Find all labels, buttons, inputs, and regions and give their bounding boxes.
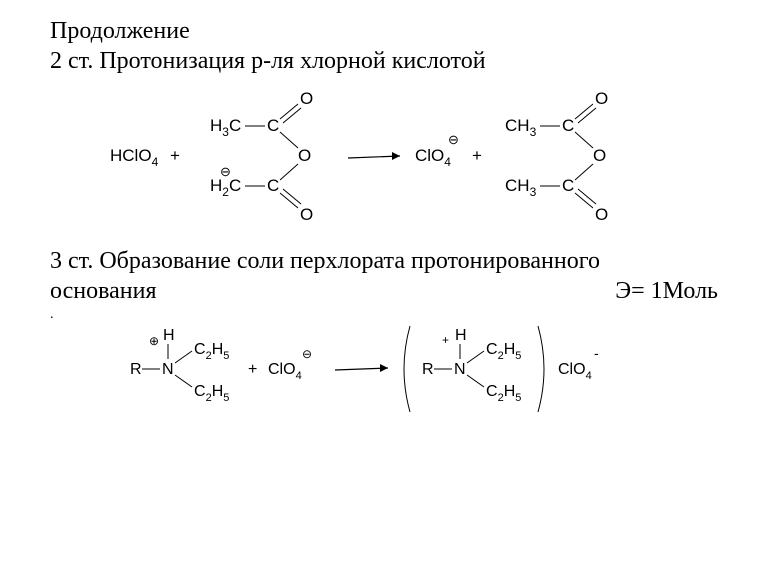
right-paren-icon [538, 326, 544, 412]
r1-anion-charge: ⊖ [220, 164, 231, 179]
r1-clo4: ClO4 [415, 146, 451, 169]
r2l-plus: + [248, 361, 257, 378]
r2l-clo4-charge: ⊖ [302, 347, 312, 361]
r2r-clo4: ClO4 [558, 361, 592, 382]
r1-plus-left: + [170, 146, 180, 165]
r1r-bot-ch3: CH3 [505, 176, 537, 199]
r2l-c2h5-top: C2H5 [194, 341, 229, 362]
r1-top-carbonyl-c: C [267, 116, 279, 135]
r1-bridge-o: O [298, 146, 311, 165]
r1r-bot-eq-o: O [595, 205, 608, 224]
r2r-plus-charge: + [442, 333, 449, 347]
step3-line2-left: основания [50, 276, 157, 306]
r2r-c2h5-top: C2H5 [486, 341, 521, 362]
r1-bot-carbonyl-c: C [267, 176, 279, 195]
page: Продолжение 2 ст. Протонизация р-ля хлор… [0, 0, 768, 576]
arrow-icon [392, 152, 400, 160]
r1r-bridge-o: O [593, 146, 606, 165]
r1-top-eq-o: O [300, 89, 313, 108]
r2r-R: R [422, 361, 434, 378]
r1r-top-ch3: CH3 [505, 116, 537, 139]
r2r-clo4-charge: - [594, 345, 599, 361]
r1-bot-eq-o: O [300, 205, 313, 224]
r2r-H: H [455, 327, 467, 344]
r2r-N: N [454, 361, 466, 378]
r1-bot-h2c: H2C [210, 176, 241, 199]
r1-plus-right: + [472, 146, 482, 165]
r2l-N: N [162, 361, 174, 378]
r2l-R: R [130, 361, 142, 378]
heading-line2: 2 ст. Протонизация р-ля хлорной кислотой [50, 46, 718, 76]
step3-block: 3 ст. Образование соли перхлората протон… [50, 246, 718, 306]
r2l-charge: ⊕ [149, 334, 159, 348]
reaction-1-diagram: HClO4 + H3C C O O H2C ⊖ C O [80, 86, 700, 226]
step3-line1: 3 ст. Образование соли перхлората протон… [50, 246, 718, 276]
r1-hclo4: HClO4 [110, 146, 159, 169]
heading-line1: Продолжение [50, 16, 718, 46]
left-paren-icon [404, 326, 410, 412]
r1r-bot-c: C [562, 176, 574, 195]
step3-line2-right: Э= 1Моль [615, 276, 718, 306]
r2r-c2h5-bot: C2H5 [486, 383, 521, 404]
reaction-2-diagram: R N H ⊕ C2H5 C2H5 + ClO4 ⊖ R [110, 314, 730, 424]
r1-top-h3c: H3C [210, 116, 241, 139]
r2l-clo4: ClO4 [268, 361, 302, 382]
r2l-c2h5-bot: C2H5 [194, 383, 229, 404]
r1r-top-c: C [562, 116, 574, 135]
r1r-top-eq-o: O [595, 89, 608, 108]
arrow-icon [380, 364, 388, 372]
r2l-H: H [163, 327, 175, 344]
r1-clo4-charge: ⊖ [448, 132, 459, 147]
